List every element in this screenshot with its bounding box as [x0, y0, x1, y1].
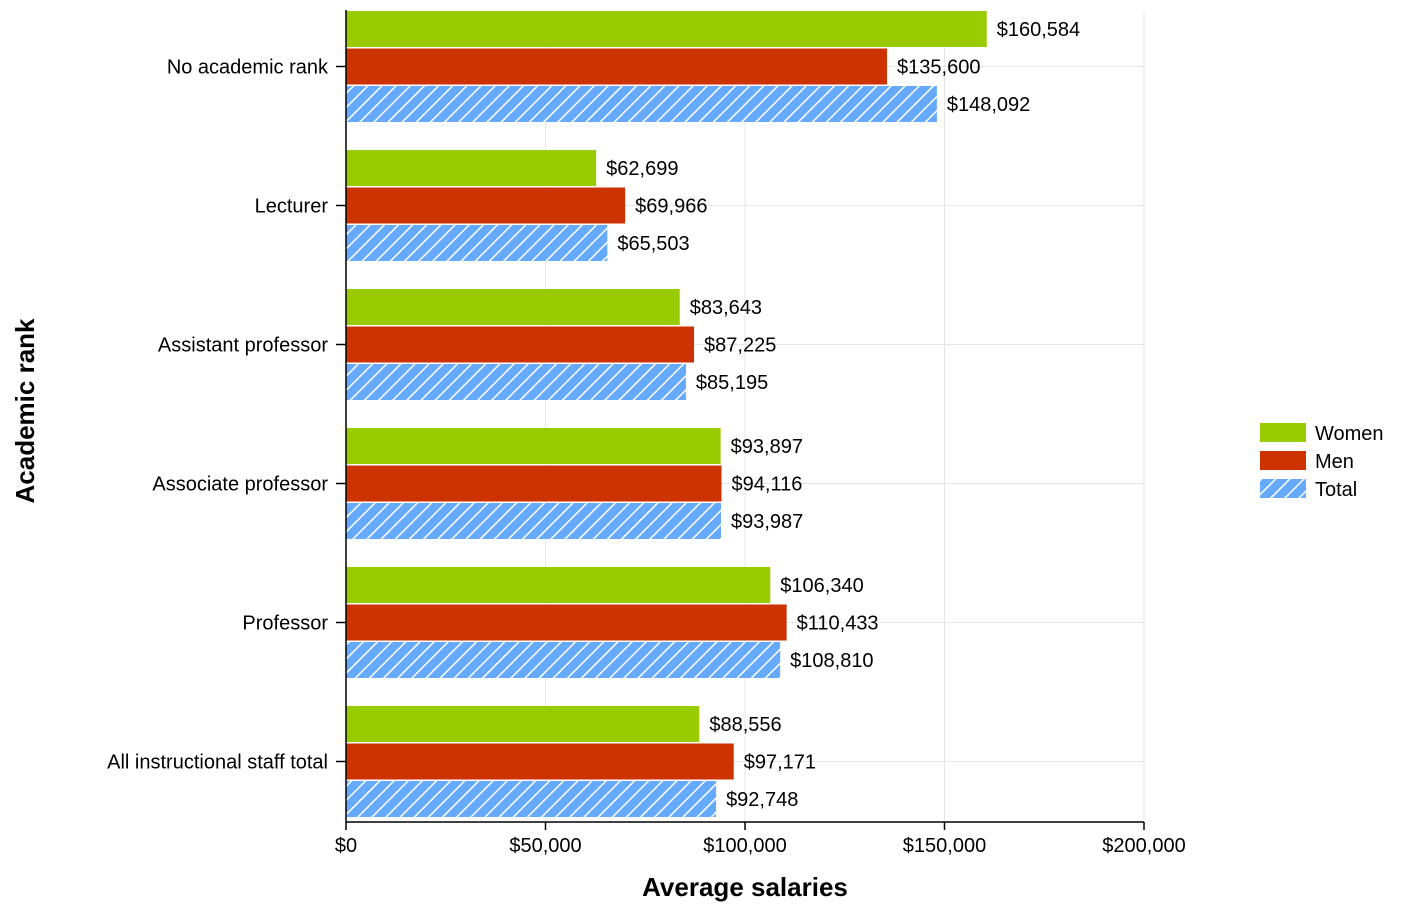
legend-swatch-men — [1260, 451, 1306, 470]
x-tick-label: $100,000 — [703, 835, 786, 857]
category-label: Professor — [242, 613, 328, 635]
bar-men — [346, 465, 722, 502]
x-tick-label: $50,000 — [509, 835, 581, 857]
bar-men — [346, 604, 787, 641]
legend: Women Men Total — [1260, 423, 1384, 501]
bar-men — [346, 743, 734, 780]
data-label: $135,600 — [897, 57, 980, 79]
x-axis-title: Average salaries — [642, 872, 848, 902]
data-label: $93,897 — [731, 436, 803, 458]
bars — [346, 11, 987, 817]
gridlines — [346, 10, 1145, 822]
bar-men — [346, 48, 888, 85]
bar-women — [346, 11, 987, 47]
category-label: Lecturer — [255, 196, 329, 218]
data-label: $94,116 — [732, 474, 803, 496]
data-label: $106,340 — [780, 575, 863, 597]
data-label: $87,225 — [704, 335, 776, 357]
bar-total — [346, 781, 717, 817]
legend-label: Women — [1315, 423, 1384, 445]
bar-total — [346, 364, 686, 400]
y-axis-title: Academic rank — [10, 318, 40, 504]
data-label: $148,092 — [947, 94, 1030, 116]
bar-total — [346, 503, 722, 539]
legend-swatch-women — [1260, 423, 1306, 442]
x-tick-label: $200,000 — [1102, 835, 1185, 857]
category-label: All instructional staff total — [107, 752, 328, 774]
data-label: $110,433 — [797, 613, 879, 635]
bar-women — [346, 289, 680, 325]
data-label: $93,987 — [731, 511, 803, 533]
data-label: $69,966 — [635, 196, 707, 218]
bar-women — [346, 428, 721, 464]
data-label: $88,556 — [709, 714, 781, 736]
bar-total — [346, 642, 781, 678]
bar-women — [346, 150, 597, 186]
bar-total — [346, 86, 937, 122]
data-label: $65,503 — [617, 233, 689, 255]
bar-men — [346, 326, 695, 363]
legend-label: Men — [1315, 451, 1354, 473]
bar-total — [346, 225, 608, 261]
x-tick-label: $150,000 — [903, 835, 986, 857]
data-label: $83,643 — [690, 297, 762, 319]
x-tick-label: $0 — [335, 835, 357, 857]
legend-swatch-total — [1260, 479, 1306, 498]
axes: $0 $50,000 $100,000 $150,000 $200,000 No acad… — [107, 10, 1186, 857]
legend-label: Total — [1315, 479, 1357, 501]
data-label: $97,171 — [744, 752, 816, 774]
data-label: $62,699 — [606, 158, 678, 180]
bar-women — [346, 567, 771, 603]
data-label: $108,810 — [790, 650, 873, 672]
data-labels: $160,584 $135,600 $148,092 $62,699 $69,966 $6… — [606, 19, 1080, 811]
category-label: Assistant professor — [158, 335, 328, 357]
category-label: No academic rank — [167, 57, 329, 79]
bar-men — [346, 187, 626, 224]
bar-women — [346, 706, 700, 742]
data-label: $85,195 — [696, 372, 768, 394]
category-label: Associate professor — [152, 474, 328, 496]
data-label: $160,584 — [997, 19, 1080, 41]
data-label: $92,748 — [726, 789, 798, 811]
